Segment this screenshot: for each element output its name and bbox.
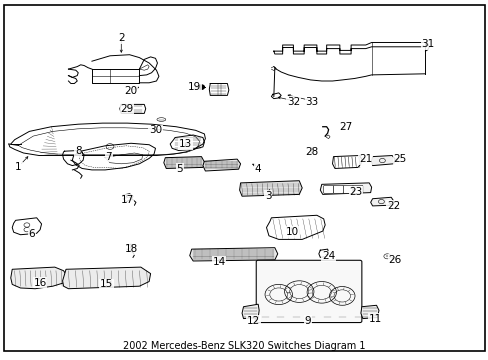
Polygon shape [11, 267, 67, 289]
Polygon shape [239, 181, 302, 196]
Text: 26: 26 [387, 255, 401, 265]
FancyBboxPatch shape [256, 260, 361, 323]
Polygon shape [371, 156, 394, 166]
Text: 11: 11 [368, 314, 382, 324]
Text: 30: 30 [149, 125, 162, 135]
Text: 23: 23 [348, 186, 362, 197]
Polygon shape [320, 183, 371, 194]
Text: 8: 8 [75, 146, 81, 156]
Text: 27: 27 [339, 122, 352, 132]
Text: 16: 16 [33, 278, 47, 288]
Text: 22: 22 [386, 201, 400, 211]
Circle shape [198, 85, 204, 89]
Text: 15: 15 [100, 279, 113, 289]
Polygon shape [62, 267, 150, 289]
Text: 19: 19 [187, 82, 201, 92]
Text: 2002 Mercedes-Benz SLK320 Switches Diagram 1: 2002 Mercedes-Benz SLK320 Switches Diagr… [123, 341, 365, 351]
Text: 24: 24 [321, 251, 335, 261]
Text: 3: 3 [264, 191, 271, 201]
FancyBboxPatch shape [333, 185, 343, 193]
Text: 21: 21 [358, 154, 372, 164]
Text: 10: 10 [285, 227, 298, 237]
Text: 31: 31 [420, 39, 434, 49]
Text: 13: 13 [179, 139, 192, 149]
Text: 1: 1 [15, 162, 22, 172]
Text: 6: 6 [28, 229, 35, 239]
Polygon shape [163, 157, 204, 168]
Polygon shape [189, 248, 277, 261]
Polygon shape [242, 304, 259, 319]
FancyBboxPatch shape [323, 185, 333, 193]
Text: 18: 18 [124, 244, 138, 254]
Text: 14: 14 [212, 257, 225, 267]
Text: 33: 33 [305, 96, 318, 107]
FancyBboxPatch shape [343, 185, 352, 193]
Text: 28: 28 [305, 147, 318, 157]
Text: 32: 32 [286, 96, 300, 107]
Text: 29: 29 [120, 104, 134, 114]
Text: 25: 25 [392, 154, 406, 164]
Text: 9: 9 [304, 316, 311, 326]
FancyBboxPatch shape [352, 185, 362, 193]
Text: 12: 12 [246, 316, 260, 326]
Text: 2: 2 [118, 33, 124, 43]
Polygon shape [370, 197, 393, 206]
Text: 4: 4 [254, 164, 261, 174]
Text: 7: 7 [105, 152, 112, 162]
Text: 5: 5 [176, 164, 183, 174]
Text: 20: 20 [124, 86, 137, 96]
Polygon shape [360, 305, 378, 319]
Polygon shape [203, 159, 240, 171]
Text: 17: 17 [120, 195, 134, 205]
